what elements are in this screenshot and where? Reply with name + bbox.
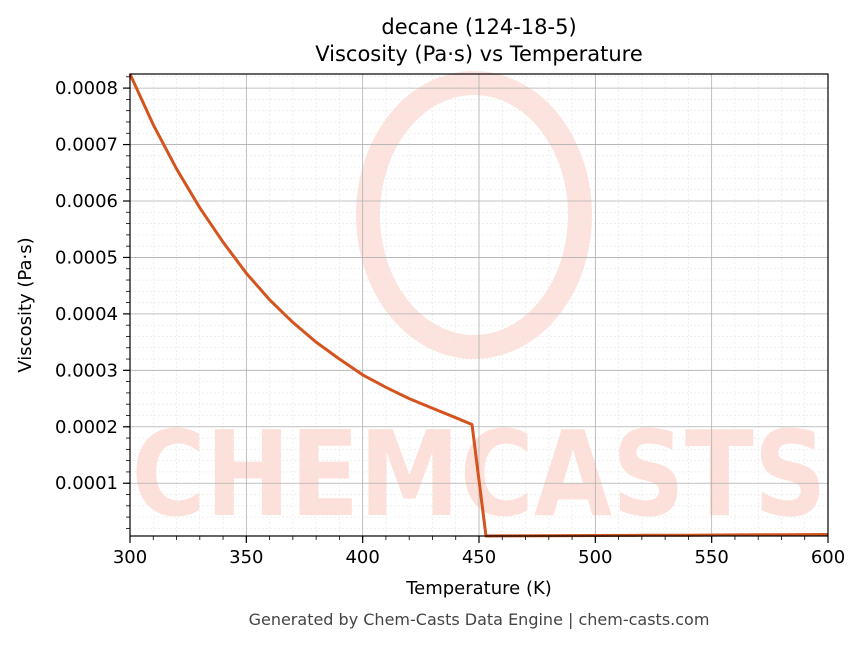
plot-area: CHEMCASTS (128, 71, 829, 543)
y-tick-label: 0.0004 (55, 304, 118, 325)
x-tick-label: 400 (345, 547, 379, 568)
x-tick-label: 350 (229, 547, 263, 568)
chart-title: decane (124-18-5) (381, 15, 576, 39)
y-axis-label: Viscosity (Pa·s) (15, 237, 36, 372)
x-tick-label: 300 (113, 547, 147, 568)
y-tick-label: 0.0005 (55, 247, 118, 268)
x-tick-label: 550 (694, 547, 728, 568)
y-axis: 0.0001 0.0002 0.0003 0.0004 0.0005 0.0006 0.00… (55, 76, 130, 529)
x-axis: 300 350 400 450 500 550 600 (113, 536, 845, 568)
series-line (128, 73, 829, 538)
y-tick-label: 0.0006 (55, 191, 118, 212)
x-tick-label: 450 (462, 547, 496, 568)
y-tick-label: 0.0002 (55, 417, 118, 438)
y-tick-label: 0.0008 (55, 78, 118, 99)
x-axis-label: Temperature (K) (405, 578, 552, 599)
x-tick-label: 500 (578, 547, 612, 568)
watermark-ring (356, 71, 592, 359)
y-tick-label: 0.0007 (55, 135, 118, 156)
chart-subtitle: Viscosity (Pa·s) vs Temperature (315, 42, 643, 66)
footer-credit: Generated by Chem-Casts Data Engine | ch… (249, 610, 710, 629)
x-tick-label: 600 (811, 547, 845, 568)
y-tick-label: 0.0003 (55, 360, 118, 381)
y-tick-label: 0.0001 (55, 473, 118, 494)
